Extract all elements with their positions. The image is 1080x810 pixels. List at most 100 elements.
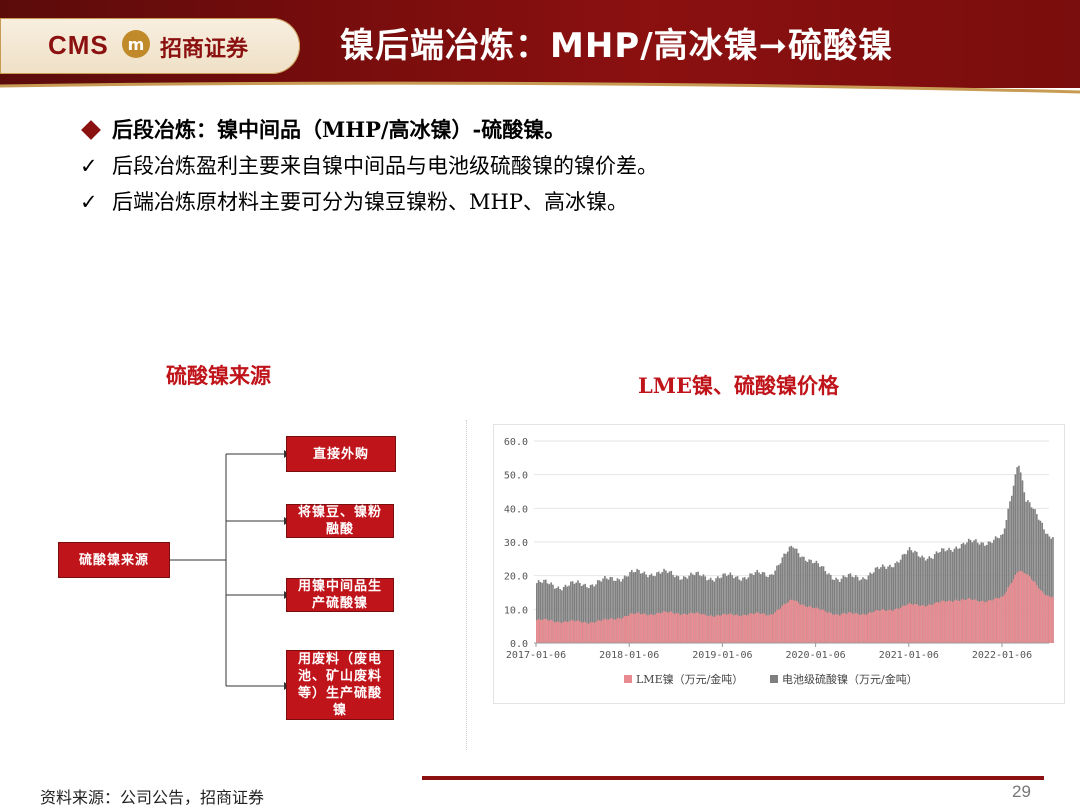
sulfate-bar xyxy=(808,559,811,643)
sulfate-bar xyxy=(923,557,925,643)
sulfate-bar xyxy=(844,576,846,643)
sulfate-bar xyxy=(822,566,825,643)
lme-bar xyxy=(978,601,981,643)
sulfate-bar xyxy=(1048,536,1051,643)
lme-bar xyxy=(815,607,818,643)
lme-bar xyxy=(994,597,997,643)
x-tick-label: 2020-01-06 xyxy=(785,650,845,661)
sulfate-bar xyxy=(976,542,979,643)
chart-bars xyxy=(536,465,1054,643)
lme-bar xyxy=(752,614,755,643)
lme-bar xyxy=(641,613,644,643)
lme-bar xyxy=(957,600,959,643)
sulfate-bar xyxy=(955,546,957,643)
sulfate-bar xyxy=(614,580,617,643)
sulfate-bar xyxy=(991,542,993,643)
sulfate-bar xyxy=(756,569,759,643)
lme-bar xyxy=(779,608,782,643)
lme-bar xyxy=(797,602,800,643)
logo-badge-icon: m xyxy=(122,30,150,58)
sulfate-bar xyxy=(794,548,796,643)
sulfate-bar xyxy=(1043,529,1045,643)
sulfate-bar xyxy=(878,568,880,643)
sulfate-bar xyxy=(607,579,610,643)
sulfate-bar xyxy=(1009,501,1011,643)
lme-bar xyxy=(772,614,775,643)
lme-bar xyxy=(851,613,854,643)
sulfate-bar xyxy=(559,589,561,643)
lme-bar xyxy=(607,619,610,643)
lme-bar xyxy=(962,599,965,643)
lme-bar xyxy=(878,610,880,643)
sulfate-bar xyxy=(654,576,656,643)
sulfate-bar xyxy=(745,579,748,643)
sulfate-bar xyxy=(862,577,864,643)
sulfate-bar xyxy=(994,536,997,643)
sulfate-bar xyxy=(571,581,574,643)
lme-bar xyxy=(819,609,821,643)
sulfate-bar xyxy=(541,582,543,643)
sulfate-bar xyxy=(1007,508,1009,643)
sulfate-bar xyxy=(575,582,578,643)
lme-bar xyxy=(734,614,737,643)
lme-bar xyxy=(754,613,757,643)
lme-bar xyxy=(727,614,730,643)
bullet-item: 后段冶炼：镍中间品（MHP/高冰镍）-硫酸镍。 xyxy=(80,114,980,150)
sulfate-bar xyxy=(941,548,943,643)
lme-bar xyxy=(568,621,570,643)
sulfate-bar xyxy=(758,572,760,643)
lme-bar xyxy=(749,613,751,643)
sulfate-bar xyxy=(1000,534,1002,643)
sulfate-bar xyxy=(727,574,730,643)
sulfate-bar xyxy=(1025,501,1027,643)
lme-bar xyxy=(987,600,990,643)
lme-bar xyxy=(582,622,585,643)
lme-bar xyxy=(573,621,576,643)
footer-rule xyxy=(422,776,1044,780)
lme-bar xyxy=(715,615,717,643)
lme-bar xyxy=(647,615,649,643)
y-tick-label: 0.0 xyxy=(510,639,528,650)
sulfate-bar xyxy=(641,573,644,643)
lme-bar xyxy=(1025,574,1027,643)
lme-bar xyxy=(786,602,789,643)
lme-bar xyxy=(742,614,744,643)
sulfate-bar xyxy=(987,541,990,643)
sulfate-bar xyxy=(684,576,687,643)
sulfate-bar xyxy=(996,537,999,643)
sulfate-bar xyxy=(951,551,954,643)
sulfate-bar xyxy=(618,579,621,643)
lme-bar xyxy=(874,610,877,643)
sulfate-bar xyxy=(582,584,585,643)
sulfate-bar xyxy=(957,548,959,643)
sulfate-bar xyxy=(874,567,877,643)
sulfate-bar xyxy=(613,580,615,643)
sulfate-bar xyxy=(967,538,970,643)
sulfate-bar xyxy=(548,584,551,643)
sulfate-bar xyxy=(747,577,750,643)
flow-branch-box: 用废料（废电池、矿山废料等）生产硫酸镍 xyxy=(286,650,394,720)
lme-bar xyxy=(783,603,785,643)
lme-bar xyxy=(813,608,816,643)
sulfate-bar xyxy=(915,551,918,643)
lme-bar xyxy=(838,615,841,643)
lme-bar xyxy=(907,604,909,643)
sulfate-bar xyxy=(899,559,902,643)
sulfate-bar xyxy=(691,574,694,643)
lme-bar xyxy=(684,613,687,643)
lme-bar xyxy=(1052,596,1054,643)
lme-bar xyxy=(717,614,719,643)
lme-bar xyxy=(917,605,920,643)
sulfate-bar xyxy=(1034,509,1036,643)
lme-bar xyxy=(928,604,931,643)
lme-bar xyxy=(924,606,927,643)
lme-bar xyxy=(706,616,708,643)
lme-bar xyxy=(785,603,787,643)
sulfate-bar xyxy=(919,557,922,643)
y-tick-label: 40.0 xyxy=(504,504,528,515)
lme-bar xyxy=(946,601,949,643)
lme-bar xyxy=(591,622,594,643)
lme-bar xyxy=(794,600,796,643)
lme-bar xyxy=(722,613,724,643)
